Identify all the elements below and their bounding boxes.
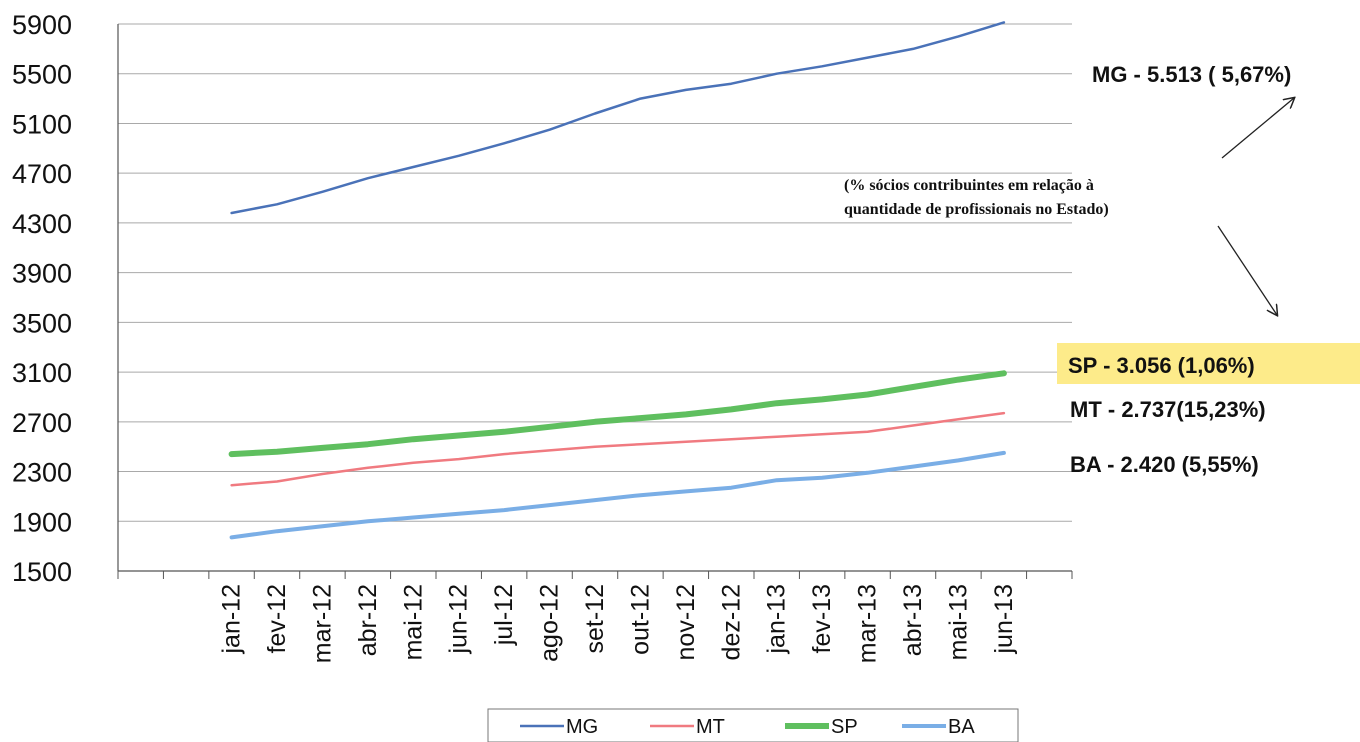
y-tick-label: 2300 (12, 458, 72, 488)
y-tick-label: 5900 (12, 10, 72, 40)
y-tick-label: 4300 (12, 209, 72, 239)
y-tick-label: 2700 (12, 408, 72, 438)
x-tick-label: mar-13 (854, 584, 882, 663)
legend-label-mt: MT (696, 716, 725, 738)
end-label-mg: MG - 5.513 ( 5,67%) (1092, 62, 1291, 87)
y-tick-label: 4700 (12, 159, 72, 189)
y-tick-label: 5100 (12, 109, 72, 139)
series-line-mt (230, 411, 1006, 487)
series-line-sp (228, 370, 1007, 458)
x-tick-label: fev-12 (263, 584, 291, 653)
annotation-line-1: (% sócios contribuintes em relação à (844, 177, 1094, 194)
x-tick-label: ago-12 (536, 584, 564, 662)
highlight-sp (1057, 343, 1360, 384)
legend: MG MT SP BA (487, 708, 1019, 742)
x-tick-label: mai-13 (944, 584, 972, 660)
series-line-ba (229, 450, 1006, 540)
annotation-arrow-down (1217, 225, 1277, 315)
y-tick-label: 3500 (12, 308, 72, 338)
series-line-mg (230, 21, 1006, 215)
y-tick-label: 1500 (12, 557, 72, 587)
x-tick-label: mar-12 (308, 584, 336, 663)
x-tick-label: out-12 (626, 584, 654, 655)
x-tick-label: set-12 (581, 584, 609, 653)
x-tick-label: jun-12 (445, 584, 473, 655)
end-label-mt: MT - 2.737(15,23%) (1070, 397, 1266, 422)
x-tick-label: dez-12 (717, 584, 745, 660)
legend-label-sp: SP (831, 716, 858, 738)
end-label-sp: SP - 3.056 (1,06%) (1068, 353, 1255, 378)
x-tick-label: jul-12 (490, 584, 518, 646)
x-axis-ticks: jan-12 fev-12 mar-12 abr-12 mai-12 jun-12 jul-… (218, 584, 1018, 663)
x-tick-label: jan-13 (763, 584, 791, 655)
x-tick-label: jun-13 (990, 584, 1018, 655)
y-tick-label: 5500 (12, 60, 72, 90)
annotation-line-2: quantidade de profissionais no Estado) (844, 201, 1109, 218)
end-labels: MG - 5.513 ( 5,67%) MT - 2.737(15,23%) SP … (1057, 62, 1360, 477)
y-axis-ticks: 5900 5500 5100 4700 4300 3900 3500 3100 2700 2300… (12, 10, 72, 587)
series-lines (228, 21, 1007, 540)
legend-label-mg: MG (566, 716, 598, 738)
x-tick-label: nov-12 (672, 584, 700, 660)
legend-label-ba: BA (948, 716, 975, 738)
end-label-ba: BA - 2.420 (5,55%) (1070, 452, 1259, 477)
y-tick-label: 1900 (12, 507, 72, 537)
y-tick-label: 3900 (12, 259, 72, 289)
x-tick-label: abr-12 (354, 584, 382, 656)
x-tick-label: jan-12 (218, 584, 246, 655)
x-tick-label: mai-12 (399, 584, 427, 660)
y-tick-label: 3100 (12, 358, 72, 388)
x-tick-label: fev-13 (808, 584, 836, 653)
x-tick-label: abr-13 (899, 584, 927, 656)
axes (117, 24, 1073, 579)
annotation: (% sócios contribuintes em relação à qua… (844, 98, 1294, 315)
annotation-arrow-up (1221, 98, 1294, 159)
